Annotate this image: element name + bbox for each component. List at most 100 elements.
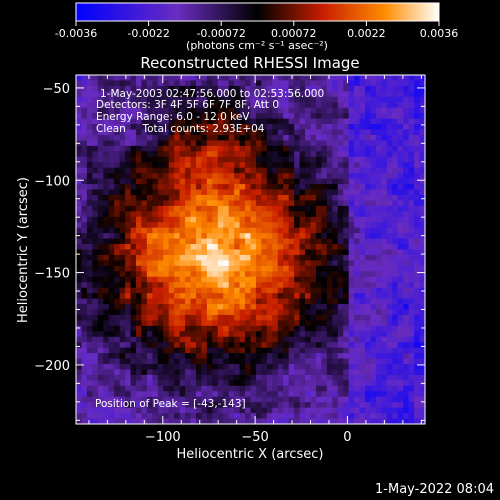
heatmap-cell xyxy=(163,134,170,142)
heatmap-cell xyxy=(245,107,252,114)
heatmap-cell xyxy=(250,320,257,327)
heatmap-cell xyxy=(185,184,192,191)
heatmap-cell xyxy=(375,249,382,256)
heatmap-cell xyxy=(261,173,268,180)
heatmap-cell xyxy=(97,364,104,371)
heatmap-cell xyxy=(370,249,377,256)
heatmap-cell xyxy=(299,75,306,82)
heatmap-cell xyxy=(408,254,415,261)
heatmap-cell xyxy=(92,282,99,289)
heatmap-cell xyxy=(337,118,344,125)
heatmap-cell xyxy=(125,85,132,92)
heatmap-cell xyxy=(157,156,164,163)
heatmap-cell xyxy=(103,418,110,424)
heatmap-cell xyxy=(114,107,121,114)
heatmap-cell xyxy=(223,134,230,142)
heatmap-cell xyxy=(261,320,268,327)
heatmap-cell xyxy=(76,282,83,289)
heatmap-cell xyxy=(250,102,257,109)
heatmap-cell xyxy=(125,134,132,142)
heatmap-cell xyxy=(354,402,361,409)
heatmap-cell xyxy=(206,413,213,420)
heatmap-cell xyxy=(163,418,170,424)
heatmap-cell xyxy=(365,364,372,371)
heatmap-cell xyxy=(408,233,415,240)
heatmap-cell xyxy=(114,233,121,240)
heatmap-cell xyxy=(321,396,328,403)
heatmap-cell xyxy=(152,271,159,278)
heatmap-cell xyxy=(135,293,143,300)
heatmap-cell xyxy=(288,156,295,163)
heatmap-cell xyxy=(408,309,415,316)
heatmap-cell xyxy=(152,287,159,294)
heatmap-cell xyxy=(168,145,175,152)
heatmap-cell xyxy=(266,358,273,365)
heatmap-cell xyxy=(185,167,192,174)
heatmap-cell xyxy=(343,282,350,289)
heatmap-cell xyxy=(365,293,372,300)
heatmap-cell xyxy=(228,238,235,245)
heatmap-cell xyxy=(125,211,132,218)
heatmap-cell xyxy=(255,145,262,152)
heatmap-cell xyxy=(146,162,153,169)
heatmap-cell xyxy=(305,374,312,381)
heatmap-cell xyxy=(81,347,88,354)
heatmap-cell xyxy=(386,271,393,278)
heatmap-cell xyxy=(255,413,262,420)
heatmap-cell xyxy=(343,107,350,114)
heatmap-cell xyxy=(168,396,175,403)
heatmap-cell xyxy=(403,380,410,387)
heatmap-cell xyxy=(146,140,153,147)
heatmap-cell xyxy=(315,282,322,289)
heatmap-cell xyxy=(315,134,322,142)
heatmap-cell xyxy=(272,162,279,169)
heatmap-cell xyxy=(201,118,208,125)
heatmap-cell xyxy=(299,342,306,349)
heatmap-cell xyxy=(234,91,241,98)
heatmap-cell xyxy=(206,134,213,142)
heatmap-cell xyxy=(310,320,317,327)
heatmap-cell xyxy=(326,314,333,321)
heatmap-cell xyxy=(305,413,312,420)
heatmap-cell xyxy=(397,325,404,332)
heatmap-cell xyxy=(217,233,224,240)
heatmap-cell xyxy=(81,331,88,338)
heatmap-cell xyxy=(97,385,104,392)
heatmap-cell xyxy=(359,107,366,114)
heatmap-cell xyxy=(381,129,388,136)
heatmap-cell xyxy=(299,249,306,256)
heatmap-cell xyxy=(212,320,219,327)
heatmap-cell xyxy=(185,331,192,338)
heatmap-cell xyxy=(315,113,322,120)
heatmap-cell xyxy=(408,96,415,103)
heatmap-cell xyxy=(321,402,328,409)
heatmap-cell xyxy=(250,331,257,338)
heatmap-cell xyxy=(168,413,175,420)
heatmap-cell xyxy=(86,162,93,169)
heatmap-cell xyxy=(354,287,361,294)
heatmap-cell xyxy=(348,309,355,316)
heatmap-cell xyxy=(86,134,93,142)
heatmap-cell xyxy=(217,413,224,420)
heatmap-cell xyxy=(86,145,93,152)
heatmap-cell xyxy=(130,134,137,142)
heatmap-cell xyxy=(108,216,115,223)
heatmap-cell xyxy=(185,402,192,409)
heatmap-cell xyxy=(76,184,83,191)
heatmap-cell xyxy=(272,178,279,185)
heatmap-cell xyxy=(245,145,252,152)
heatmap-cell xyxy=(195,271,203,278)
heatmap-cell xyxy=(125,129,132,136)
heatmap-cell xyxy=(343,102,350,109)
heatmap-cell xyxy=(305,238,312,245)
heatmap-cell xyxy=(392,200,399,207)
heatmap-cell xyxy=(294,156,301,163)
heatmap-cell xyxy=(370,151,377,158)
heatmap-cell xyxy=(403,96,410,103)
heatmap-cell xyxy=(261,347,268,354)
heatmap-cell xyxy=(141,173,148,180)
heatmap-cell xyxy=(206,211,213,218)
heatmap-cell xyxy=(239,96,246,103)
heatmap-cell xyxy=(386,96,393,103)
heatmap-cell xyxy=(294,173,301,180)
